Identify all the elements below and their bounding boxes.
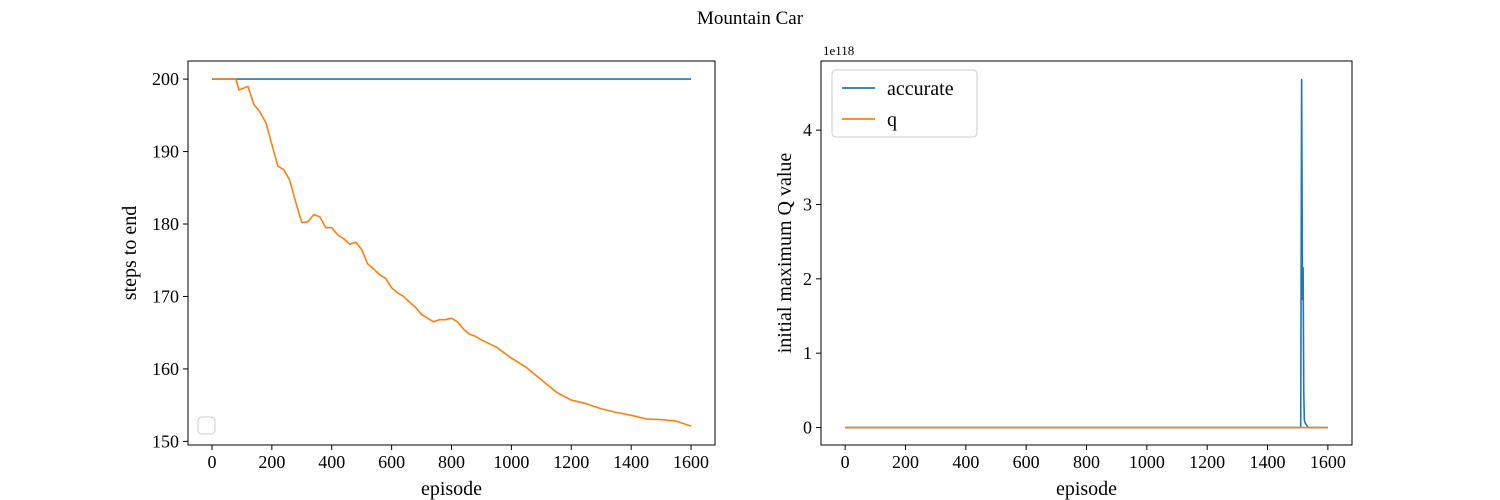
q-value-y-tick-label: 0 [803,418,812,438]
q-value-y-tick-label: 4 [803,120,812,140]
q-value-y-tick-label: 3 [803,194,812,214]
steps-y-tick-label: 160 [152,359,179,379]
steps-legend [197,416,216,435]
q-value-y-offset-label: 1e118 [823,43,854,58]
q-value-legend-label-accurate: accurate [887,78,954,100]
q-value-legend-box [831,69,978,138]
figure-title: Mountain Car [697,8,804,29]
q-value-y-tick-label: 2 [803,269,812,289]
q-value-x-tick-label: 600 [1013,452,1040,472]
steps-x-tick-label: 1400 [613,452,649,472]
steps-x-tick-label: 200 [258,452,285,472]
steps-y-tick-label: 190 [152,142,179,162]
q-value-legend-label-q: q [887,109,897,131]
steps-chart: 0 200 400 600 800 1000 1200 1400 1600 150 160 170 18… [119,60,716,500]
q-value-x-tick-label: 1400 [1250,452,1286,472]
steps-series-line-series-2 [211,78,692,427]
q-value-x-tick-label: 400 [952,452,979,472]
q-value-x-tick-label: 800 [1073,452,1100,472]
q-value-ticks: 0 200 400 600 800 1000 1200 1400 1600 0 1 2 3 4 [803,120,1346,472]
steps-x-tick-label: 1200 [553,452,589,472]
steps-x-tick-label: 400 [318,452,345,472]
q-value-x-tick-label: 1600 [1310,452,1346,472]
steps-x-tick-label: 1600 [673,452,709,472]
q-value-x-tick-label: 1000 [1129,452,1165,472]
q-value-plot-layer [845,78,1328,429]
q-value-chart: 0 200 400 600 800 1000 1200 1400 1600 0 1 2 3 4 episo… [774,43,1353,500]
steps-y-tick-label: 180 [152,214,179,234]
steps-x-tick-label: 1000 [493,452,529,472]
steps-x-axis-label: episode [421,478,482,500]
q-value-legend: accurate q [831,69,978,138]
steps-y-tick-label: 170 [152,286,179,306]
steps-ticks: 0 200 400 600 800 1000 1200 1400 1600 150 160 170 18… [152,69,709,472]
steps-y-tick-label: 200 [152,69,179,89]
q-value-x-tick-label: 200 [892,452,919,472]
steps-plot-layer [211,78,692,427]
steps-x-tick-label: 600 [378,452,405,472]
q-value-x-tick-label: 0 [841,452,850,472]
q-value-y-axis-label: initial maximum Q value [774,153,796,354]
steps-y-tick-label: 150 [152,431,179,451]
q-value-y-tick-label: 1 [803,343,812,363]
steps-x-tick-label: 0 [207,452,216,472]
steps-x-tick-label: 800 [438,452,465,472]
q-value-x-tick-label: 1200 [1189,452,1225,472]
q-value-series-line-accurate [845,78,1328,429]
steps-legend-box [197,416,216,435]
q-value-x-axis-label: episode [1056,478,1117,500]
steps-y-axis-label: steps to end [119,206,141,300]
